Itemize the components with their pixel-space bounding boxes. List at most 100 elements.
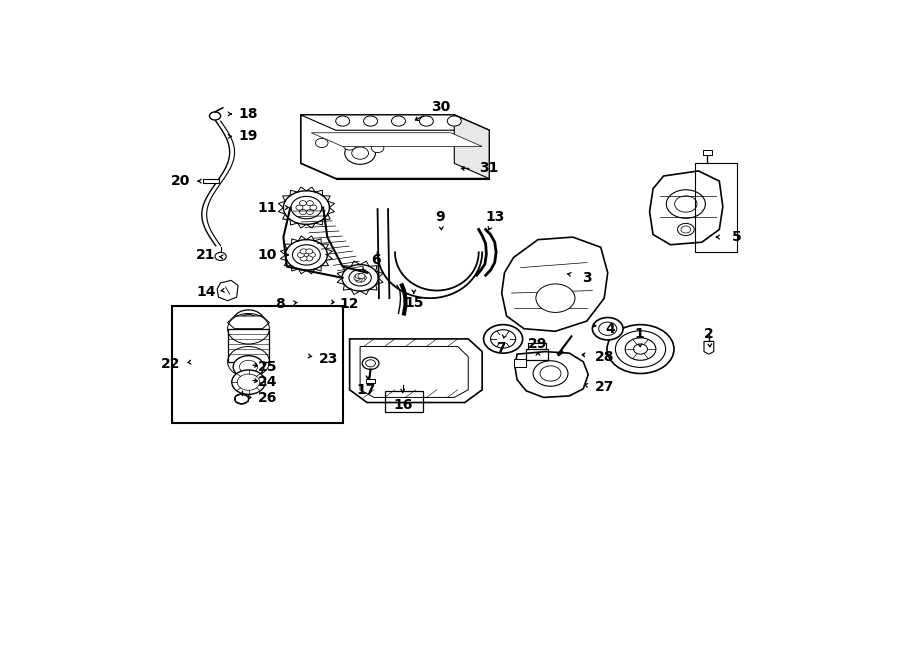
Polygon shape [349,339,482,403]
Circle shape [233,356,264,378]
Circle shape [372,143,383,153]
Circle shape [345,142,375,165]
Text: 8: 8 [275,297,284,311]
Polygon shape [301,115,490,130]
Circle shape [306,249,312,254]
Circle shape [607,325,674,373]
Circle shape [358,277,365,282]
Circle shape [365,360,375,367]
Circle shape [362,357,379,369]
Circle shape [284,191,329,224]
Text: 7: 7 [496,340,506,354]
Circle shape [540,366,561,381]
Circle shape [359,275,366,280]
Text: 25: 25 [257,360,277,374]
Circle shape [352,147,368,159]
Circle shape [239,315,257,328]
Circle shape [300,201,306,206]
Polygon shape [454,115,490,178]
Bar [703,149,712,155]
Bar [695,163,737,253]
Polygon shape [515,352,589,397]
Circle shape [666,190,706,218]
Circle shape [598,322,616,335]
Text: 12: 12 [340,297,359,311]
Circle shape [675,196,697,212]
Circle shape [447,116,461,126]
Polygon shape [311,133,482,147]
Circle shape [291,196,322,219]
Text: 1: 1 [634,327,644,341]
Text: 11: 11 [257,200,277,215]
Polygon shape [501,237,608,331]
Text: 6: 6 [372,253,381,267]
Text: 5: 5 [732,230,742,244]
Circle shape [678,223,694,235]
Polygon shape [360,346,468,397]
Polygon shape [228,316,269,329]
Circle shape [297,253,304,258]
Circle shape [235,394,248,404]
Text: 20: 20 [171,174,191,188]
Text: 28: 28 [595,350,614,364]
Circle shape [285,240,328,270]
Circle shape [533,361,568,386]
Bar [384,391,423,412]
Text: 14: 14 [197,285,216,299]
Circle shape [306,210,313,215]
Circle shape [419,116,434,126]
Circle shape [336,116,349,126]
Text: 21: 21 [195,248,215,262]
Bar [514,360,526,367]
Polygon shape [650,171,723,245]
Circle shape [233,310,264,332]
Bar [172,306,343,423]
Circle shape [300,210,306,215]
Text: 2: 2 [704,327,714,341]
Text: 17: 17 [356,383,376,397]
Text: 27: 27 [595,380,614,394]
Circle shape [536,284,575,313]
Circle shape [634,344,647,354]
Circle shape [306,201,313,206]
Circle shape [344,141,356,150]
Circle shape [364,116,378,126]
Circle shape [681,226,690,233]
Text: 24: 24 [257,375,277,389]
Bar [203,179,219,183]
Circle shape [356,274,365,282]
Circle shape [358,274,365,278]
Circle shape [310,205,317,210]
Circle shape [309,253,316,258]
Circle shape [354,275,361,280]
Circle shape [626,338,656,360]
Bar [365,379,375,383]
Polygon shape [704,342,714,354]
Circle shape [210,112,220,120]
Circle shape [301,251,312,259]
Text: 19: 19 [238,130,258,143]
Circle shape [215,253,226,260]
Circle shape [356,274,362,278]
Text: 22: 22 [160,358,180,371]
Circle shape [491,330,516,348]
Text: 10: 10 [257,248,277,262]
Circle shape [349,270,372,286]
Circle shape [300,249,307,254]
Text: 15: 15 [404,296,424,310]
Text: 26: 26 [257,391,277,405]
Circle shape [306,256,312,261]
Circle shape [592,317,623,340]
Circle shape [239,360,257,373]
Text: 30: 30 [431,100,450,114]
Bar [228,329,269,362]
Text: 31: 31 [480,161,499,175]
Circle shape [342,264,378,291]
Circle shape [301,204,312,212]
Circle shape [616,330,666,368]
Text: 3: 3 [582,271,591,285]
Text: 29: 29 [528,337,548,351]
Circle shape [238,374,260,390]
Text: 16: 16 [393,398,412,412]
Text: 9: 9 [436,210,446,223]
